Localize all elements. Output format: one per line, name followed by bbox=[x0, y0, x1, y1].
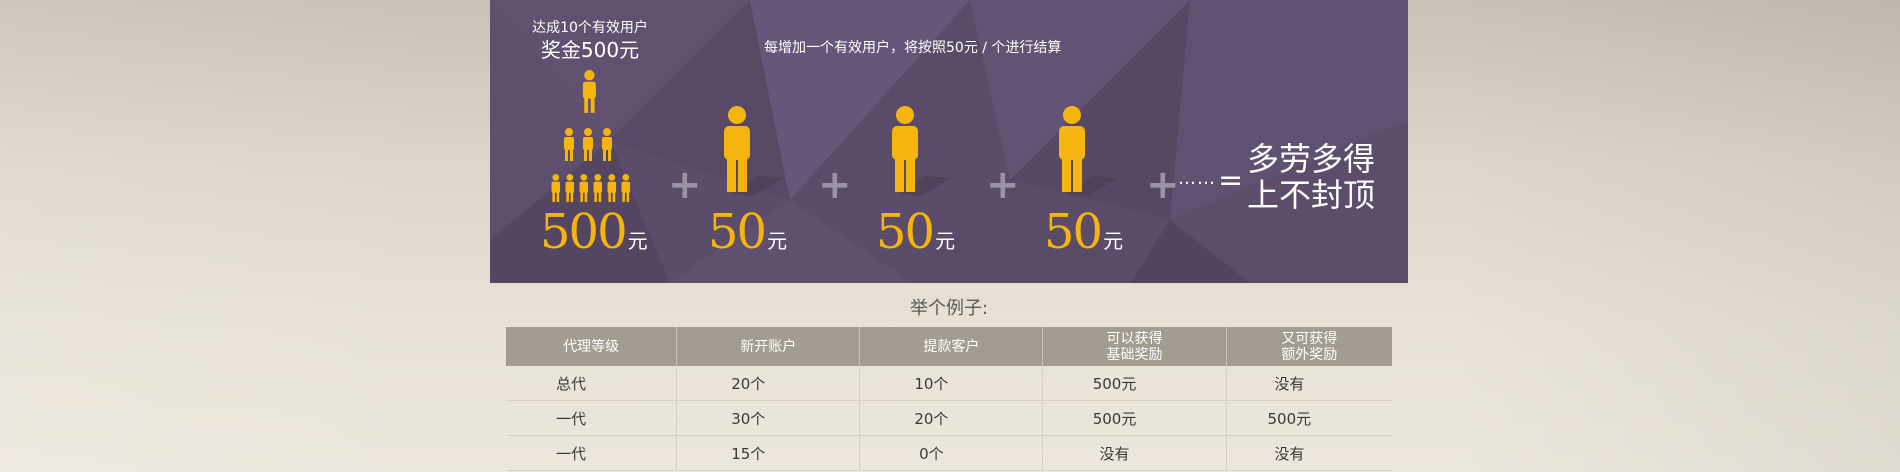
slogan: 多劳多得 上不封顶 bbox=[1247, 141, 1375, 213]
plus-icon: + bbox=[818, 162, 852, 208]
slogan-line-2: 上不封顶 bbox=[1247, 176, 1376, 214]
cell-agent-level: 总代 bbox=[506, 366, 678, 401]
goal-caption: 达成10个有效用户 bbox=[532, 20, 648, 36]
person-icon bbox=[1059, 106, 1118, 196]
cell-withdrawal-clients: 0个 bbox=[859, 435, 1044, 471]
cell-extra-reward: 没有 bbox=[1226, 435, 1392, 471]
per-user-rule-text: 每增加一个有效用户，将按照50元 / 个进行结算 bbox=[764, 40, 1062, 56]
cell-base-reward: 500元 bbox=[1042, 366, 1227, 401]
table-row: 一代 30个 20个 500元 500元 bbox=[506, 400, 1392, 436]
plus-icon: + bbox=[986, 162, 1020, 208]
table-row: 总代 20个 10个 500元 没有 bbox=[506, 366, 1392, 401]
cell-agent-level: 一代 bbox=[506, 435, 678, 471]
header-base-reward: 可以获得 基础奖励 bbox=[1042, 327, 1227, 366]
header-withdrawal-clients: 提款客户 bbox=[859, 327, 1044, 366]
cell-new-accounts: 20个 bbox=[676, 366, 861, 401]
amount-value: 50 bbox=[876, 204, 935, 260]
cell-withdrawal-clients: 20个 bbox=[859, 400, 1044, 436]
reward-example-table: 代理等级 新开账户 提款客户 可以获得 基础奖励 又可获得 额外奖励 总代 20个 … bbox=[506, 327, 1392, 471]
ellipsis-text: …… bbox=[1178, 168, 1216, 189]
page-background-right bbox=[1450, 0, 1900, 472]
cell-extra-reward: 500元 bbox=[1226, 400, 1392, 436]
equals-sign: = bbox=[1218, 163, 1244, 198]
plus-icon: + bbox=[668, 162, 702, 208]
plus-icon: + bbox=[1146, 162, 1180, 208]
amount-50: 50 元 bbox=[1044, 208, 1123, 256]
amount-unit: 元 bbox=[767, 229, 788, 253]
amount-value: 500 bbox=[540, 204, 628, 260]
amount-unit: 元 bbox=[1103, 229, 1124, 253]
person-icon bbox=[724, 106, 783, 196]
amount-value: 50 bbox=[708, 204, 767, 260]
table-header-row: 代理等级 新开账户 提款客户 可以获得 基础奖励 又可获得 额外奖励 bbox=[506, 327, 1392, 366]
cell-base-reward: 没有 bbox=[1042, 435, 1227, 471]
amount-unit: 元 bbox=[627, 229, 648, 253]
cell-withdrawal-clients: 10个 bbox=[859, 366, 1044, 401]
page-background-left bbox=[0, 0, 450, 472]
example-title: 举个例子: bbox=[909, 298, 989, 319]
header-agent-level: 代理等级 bbox=[506, 327, 678, 366]
person-icon bbox=[892, 106, 951, 196]
slogan-line-1: 多劳多得 bbox=[1247, 140, 1376, 178]
amount-500: 500 元 bbox=[540, 208, 648, 256]
header-extra-reward: 又可获得 额外奖励 bbox=[1226, 327, 1392, 366]
amount-50: 50 元 bbox=[708, 208, 787, 256]
goal-bonus-caption: 奖金500元 bbox=[540, 38, 640, 62]
cell-agent-level: 一代 bbox=[506, 400, 678, 436]
amount-value: 50 bbox=[1044, 204, 1103, 260]
table-row: 一代 15个 0个 没有 没有 bbox=[506, 435, 1392, 471]
cell-extra-reward: 没有 bbox=[1226, 366, 1392, 401]
person-group-pyramid-icon bbox=[551, 70, 631, 203]
cell-new-accounts: 15个 bbox=[676, 435, 861, 471]
cell-new-accounts: 30个 bbox=[676, 400, 861, 436]
amount-unit: 元 bbox=[935, 229, 956, 253]
header-new-accounts: 新开账户 bbox=[676, 327, 861, 366]
amount-50: 50 元 bbox=[876, 208, 955, 256]
cell-base-reward: 500元 bbox=[1042, 400, 1227, 436]
